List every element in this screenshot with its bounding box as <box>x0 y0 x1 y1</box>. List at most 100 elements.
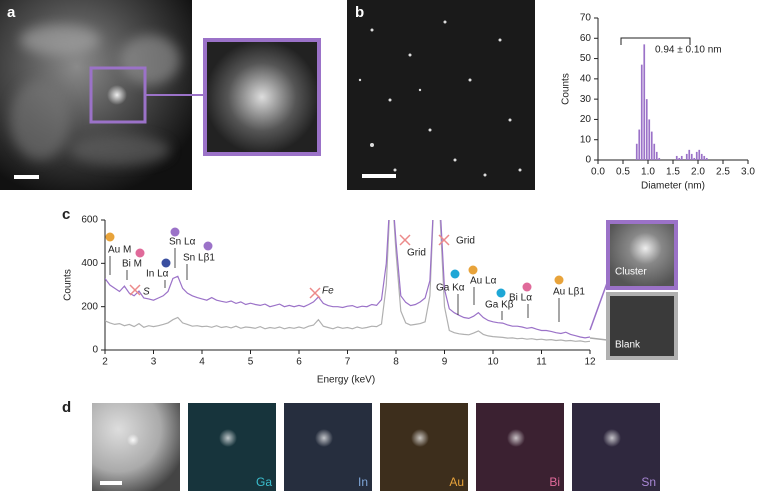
x-tick-label: 12 <box>584 357 596 368</box>
bar <box>655 151 658 160</box>
element-map <box>572 403 660 491</box>
x-tick-label: 0.5 <box>616 167 630 178</box>
y-tick-label: 50 <box>580 53 592 64</box>
plot-area <box>105 220 590 343</box>
element-map <box>476 403 564 491</box>
x-tick-label: 6 <box>296 357 302 368</box>
element-label: Ga <box>256 475 272 489</box>
y-tick-label: 20 <box>580 114 592 125</box>
bracket <box>620 37 691 45</box>
bar <box>680 155 683 160</box>
element-map <box>188 403 276 491</box>
connector <box>589 282 608 331</box>
panel-label: c <box>62 206 70 223</box>
bar <box>685 153 688 160</box>
bar <box>705 157 708 160</box>
inset-label: Cluster <box>615 267 647 278</box>
scale-bar <box>100 481 122 485</box>
bar <box>703 155 706 160</box>
peak-label: Bi M <box>122 259 142 270</box>
peak-label: Sn Lα <box>169 237 196 248</box>
element-map-tint <box>188 403 276 491</box>
y-tick-label: 40 <box>580 73 592 84</box>
y-tick-label: 0 <box>585 155 591 166</box>
bar <box>648 119 651 160</box>
y-tick-label: 0 <box>92 345 98 356</box>
bar <box>688 149 691 160</box>
bar <box>653 143 656 160</box>
x-tick-label: 2.0 <box>691 167 705 178</box>
element-map-spot <box>411 429 429 447</box>
y-axis-label: Counts <box>63 269 74 301</box>
peak-label: Au Lβ1 <box>553 287 585 298</box>
y-axis-label: Counts <box>561 73 572 105</box>
panel-label: b <box>355 4 364 21</box>
element-dot <box>203 241 213 251</box>
element-label: Sn <box>641 475 656 489</box>
bar <box>645 99 648 160</box>
element-map-spot <box>507 429 525 447</box>
y-tick-label: 200 <box>81 301 98 312</box>
inset-label: Blank <box>615 340 641 351</box>
x-tick-label: 9 <box>442 357 448 368</box>
panel-label: d <box>62 399 71 416</box>
element-dot <box>170 227 180 237</box>
inset-image <box>606 220 678 290</box>
inset-image <box>203 38 321 156</box>
bar <box>638 129 641 160</box>
x-tick-label: 8 <box>393 357 399 368</box>
marker-x <box>438 234 450 246</box>
x-tick-label: 11 <box>536 357 547 368</box>
y-tick-label: 400 <box>81 258 98 269</box>
bar <box>640 64 643 160</box>
marker-x <box>399 234 411 246</box>
element-dot <box>450 269 460 279</box>
y-tick-label: 10 <box>580 134 592 145</box>
peak-label: Ga Kβ <box>485 300 514 311</box>
element-dot <box>161 258 171 268</box>
peak-label: Grid <box>407 248 426 259</box>
bar <box>690 153 693 160</box>
x-tick-label: 10 <box>487 357 499 368</box>
spectrum-line <box>105 220 590 343</box>
peak-label: S <box>143 287 150 298</box>
element-map-tint <box>476 403 564 491</box>
micrograph <box>347 0 535 190</box>
peak-label: Bi Lα <box>509 293 532 304</box>
x-tick-label: 3 <box>151 357 157 368</box>
x-tick-label: 2 <box>102 357 108 368</box>
bar <box>693 157 696 160</box>
element-label: In <box>358 475 368 489</box>
element-map-spot <box>315 429 333 447</box>
x-tick-label: 2.5 <box>716 167 730 178</box>
element-map <box>284 403 372 491</box>
element-dot <box>554 275 564 285</box>
element-map-tint <box>380 403 468 491</box>
element-map <box>380 403 468 491</box>
x-tick-label: 7 <box>345 357 351 368</box>
y-tick-label: 60 <box>580 33 592 44</box>
x-tick-label: 4 <box>199 357 205 368</box>
peak-label: Ga Kα <box>436 283 465 294</box>
bar <box>658 157 661 160</box>
bar <box>650 131 653 160</box>
scale-bar <box>362 174 396 178</box>
bar <box>678 157 681 160</box>
micrograph-texture <box>10 25 180 165</box>
marker-x <box>309 287 321 299</box>
peak-label: Fe <box>322 286 334 297</box>
element-map-tint <box>572 403 660 491</box>
element-map-tint <box>284 403 372 491</box>
x-tick-label: 3.0 <box>741 167 755 178</box>
y-tick-label: 600 <box>81 215 98 226</box>
peak-label: Au Lα <box>470 276 497 287</box>
micrograph <box>92 403 180 491</box>
element-dot <box>105 232 115 242</box>
element-dot <box>468 265 478 275</box>
cluster-spot <box>127 434 139 446</box>
peak-label: Grid <box>456 236 475 247</box>
x-tick-label: 1.5 <box>666 167 680 178</box>
element-map-spot <box>219 429 237 447</box>
x-tick-label: 5 <box>248 357 254 368</box>
